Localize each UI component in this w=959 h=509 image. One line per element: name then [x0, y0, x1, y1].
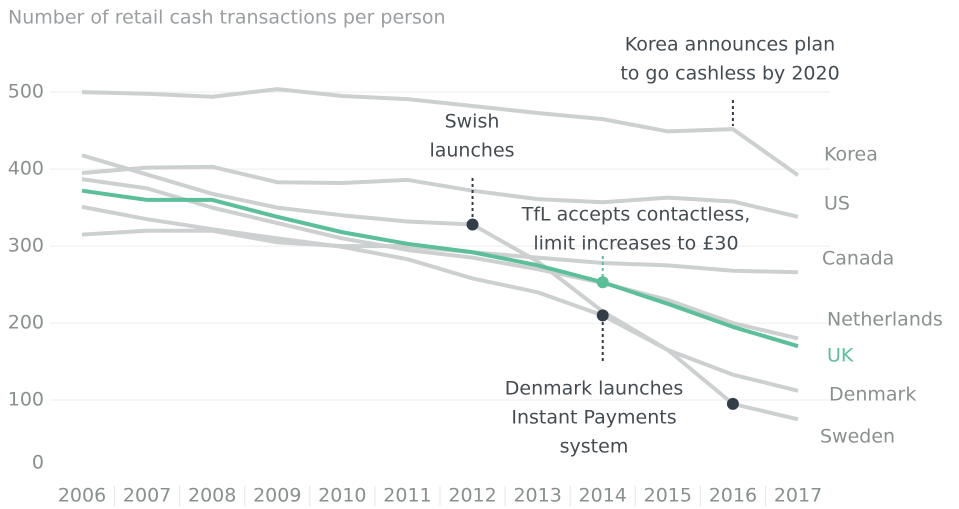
series-line [81, 177, 799, 341]
annotation-dot [596, 309, 609, 322]
series-line [81, 164, 799, 219]
x-tick-label: 2016 [709, 485, 757, 507]
series-line [81, 204, 799, 393]
series-label: Denmark [829, 384, 916, 406]
series-line [81, 87, 800, 177]
annotation-text: Instant Payments [511, 407, 676, 429]
series-label: Netherlands [827, 309, 943, 331]
x-tick-label: 2008 [188, 485, 236, 507]
annotation-text: TfL accepts contactless, [521, 204, 751, 226]
x-tick-label: 2013 [513, 485, 561, 507]
x-tick-label: 2014 [579, 485, 627, 507]
x-tick-label: 2007 [123, 485, 171, 507]
annotation-text: system [560, 436, 629, 458]
series-label: US [824, 193, 850, 215]
annotation-dot [466, 218, 479, 231]
x-tick-label: 2015 [644, 485, 692, 507]
x-tick-label: 2017 [774, 485, 822, 507]
series-label: UK [827, 345, 854, 367]
annotation-dot [726, 397, 739, 410]
annotation-text: Swish [445, 111, 500, 133]
series-line [81, 188, 799, 349]
x-tick-label: 2010 [318, 485, 366, 507]
y-tick-label: 0 [32, 452, 44, 474]
y-tick-label: 100 [8, 389, 44, 411]
annotation-text: to go cashless by 2020 [620, 63, 839, 85]
y-tick-label: 400 [8, 158, 44, 180]
x-tick-label: 2009 [253, 485, 301, 507]
annotation-dot [596, 276, 609, 289]
y-tick-label: 300 [8, 235, 44, 257]
annotation-text: launches [429, 140, 514, 162]
series-line [81, 153, 799, 422]
series-label: Sweden [820, 426, 895, 448]
y-tick-label: 200 [8, 312, 44, 334]
chart-title: Number of retail cash transactions per p… [8, 7, 446, 29]
x-tick-label: 2011 [383, 485, 431, 507]
annotation-text: limit increases to £30 [533, 233, 738, 255]
y-tick-label: 500 [8, 81, 44, 103]
x-tick-label: 2012 [448, 485, 496, 507]
series-label: Korea [824, 144, 878, 166]
annotation-text: Denmark launches [505, 378, 683, 400]
series-label: Canada [822, 248, 894, 270]
annotation-text: Korea announces plan [625, 34, 835, 56]
x-tick-label: 2006 [58, 485, 106, 507]
